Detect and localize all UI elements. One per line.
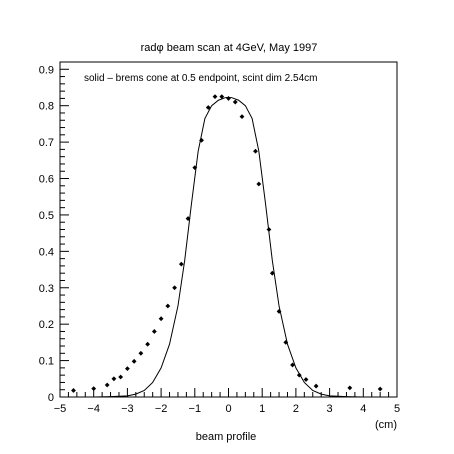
- data-point: [290, 362, 295, 368]
- y-tick-label: 0.8: [39, 101, 54, 113]
- y-tick-label: 0.3: [39, 283, 54, 295]
- y-tick-label: 0.4: [39, 246, 54, 258]
- data-point: [151, 329, 157, 334]
- y-tick-label: 0: [48, 392, 54, 404]
- x-tick-label: 0: [225, 403, 231, 415]
- data-point: [104, 382, 110, 388]
- data-point: [138, 350, 144, 356]
- data-point: [303, 377, 309, 382]
- y-axis: 0 0.1 0.2 0.3 0.4 0.5 0.6 0.7 0.8 0.9: [39, 61, 69, 404]
- data-point: [172, 285, 177, 291]
- data-point: [131, 358, 137, 364]
- data-point: [313, 383, 319, 389]
- data-point: [158, 316, 164, 322]
- x-tick-label: 2: [293, 403, 299, 415]
- data-point: [253, 148, 258, 154]
- x-unit-label: (cm): [375, 419, 397, 431]
- data-point: [145, 341, 151, 347]
- x-tick-label: 1: [259, 403, 265, 415]
- data-point: [212, 94, 218, 99]
- x-tick-label: −2: [155, 403, 168, 415]
- chart-annotation: solid – brems cone at 0.5 endpoint, scin…: [84, 73, 317, 84]
- data-point: [347, 385, 353, 391]
- x-tick-label: −1: [189, 403, 202, 415]
- data-point: [125, 366, 130, 371]
- data-point: [165, 303, 171, 309]
- data-point: [185, 216, 191, 221]
- y-tick-label: 0.5: [39, 210, 54, 222]
- x-tick-label: 5: [394, 403, 400, 415]
- y-tick-label: 0.2: [39, 319, 54, 331]
- data-point: [256, 181, 262, 187]
- data-point: [178, 261, 184, 267]
- x-tick-label: 3: [327, 403, 333, 415]
- data-point: [71, 388, 76, 393]
- x-tick-label: 4: [360, 403, 366, 415]
- x-tick-label: −3: [121, 403, 134, 415]
- data-point: [111, 376, 117, 382]
- data-point: [91, 386, 97, 392]
- data-point: [239, 114, 245, 120]
- series-layer: [60, 94, 397, 398]
- chart-title: radφ beam scan at 4GeV, May 1997: [141, 42, 318, 54]
- data-point: [269, 270, 275, 276]
- y-tick-label: 0.7: [39, 137, 54, 149]
- model-curve: [60, 96, 397, 398]
- data-point: [118, 374, 124, 380]
- y-tick-label: 0.1: [39, 356, 54, 368]
- data-point: [226, 96, 231, 101]
- plot-frame: [59, 61, 398, 398]
- y-tick-label: 0.9: [39, 64, 54, 76]
- x-tick-label: −4: [87, 403, 100, 415]
- x-tick-label: −5: [54, 403, 67, 415]
- data-point: [205, 105, 211, 110]
- data-point: [377, 386, 383, 392]
- data-point: [219, 94, 225, 99]
- x-axis-label: beam profile: [196, 431, 257, 443]
- y-tick-label: 0.6: [39, 174, 54, 186]
- data-point: [232, 99, 238, 105]
- x-axis: −5 −4 −3 −2 −1 0 1 2 3 4 5: [54, 388, 400, 415]
